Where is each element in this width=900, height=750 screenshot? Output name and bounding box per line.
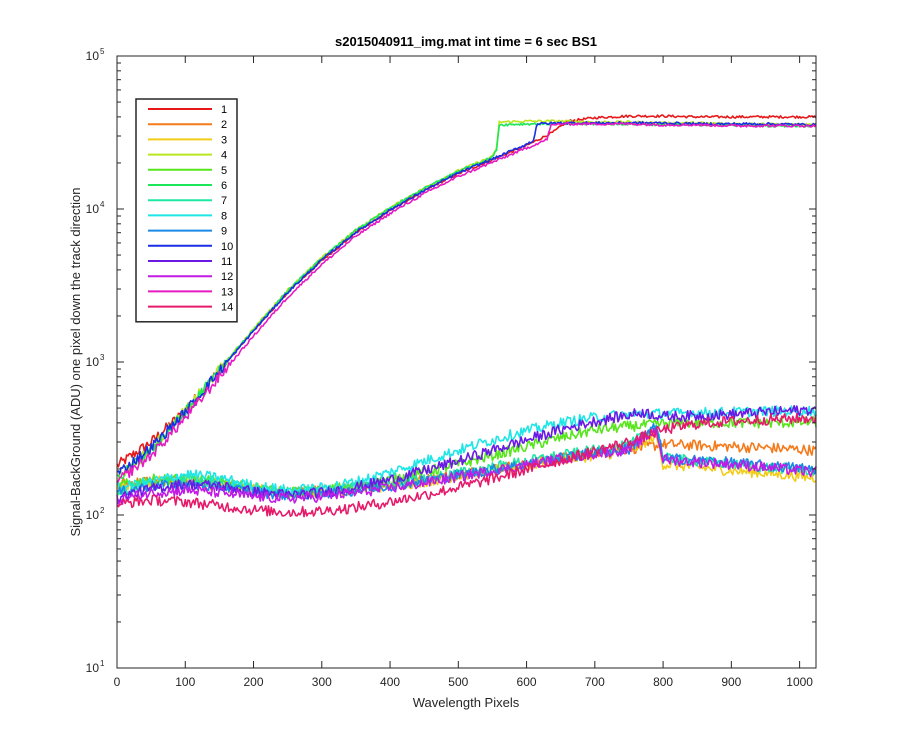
series-line-12 [116, 427, 817, 505]
legend-label-1: 1 [221, 104, 227, 116]
legend-label-7: 7 [221, 195, 227, 207]
series-line-13 [116, 121, 817, 484]
legend-label-4: 4 [221, 150, 227, 162]
x-tick-label: 200 [244, 675, 264, 689]
y-tick-label-exponent: 1 [100, 659, 105, 668]
x-axis-title: Wavelength Pixels [413, 695, 520, 710]
legend-label-8: 8 [221, 210, 227, 222]
legend-label-9: 9 [221, 226, 227, 238]
series-layer [116, 114, 817, 518]
legend-label-13: 13 [221, 286, 233, 298]
chart-title: s2015040911_img.mat int time = 6 sec BS1 [335, 34, 597, 49]
legend-label-10: 10 [221, 241, 233, 253]
legend-label-14: 14 [221, 302, 233, 314]
x-tick-label: 300 [312, 675, 332, 689]
series-line-11 [116, 405, 817, 503]
y-tick-label-exponent: 4 [100, 200, 105, 209]
legend-box [135, 98, 238, 323]
y-tick-label: 10 [86, 49, 100, 63]
y-tick-label-exponent: 3 [100, 353, 105, 362]
series-line-10 [116, 120, 817, 475]
series-line-14 [116, 412, 817, 518]
x-tick-label: 900 [721, 675, 741, 689]
y-tick-label: 10 [86, 661, 100, 675]
x-tick-label: 400 [380, 675, 400, 689]
y-tick-label-exponent: 2 [100, 506, 105, 515]
x-axis-ticks: 0 100 200 300 400 500 600 700 800 900 1000 [114, 56, 813, 689]
y-tick-label-exponent: 5 [100, 47, 105, 56]
y-tick-label: 10 [86, 355, 100, 369]
y-axis-title: Signal-BackGround (ADU) one pixel down t… [68, 187, 83, 536]
x-tick-label: 1000 [786, 675, 813, 689]
x-tick-label: 800 [653, 675, 673, 689]
x-tick-label: 700 [585, 675, 605, 689]
x-tick-label: 100 [175, 675, 195, 689]
legend-label-12: 12 [221, 271, 233, 283]
legend-label-2: 2 [221, 119, 227, 131]
x-tick-label: 500 [448, 675, 468, 689]
legend-label-11: 11 [221, 256, 232, 268]
x-tick-label: 0 [114, 675, 121, 689]
y-tick-label: 10 [86, 202, 100, 216]
x-tick-label: 600 [517, 675, 537, 689]
legend-label-5: 5 [221, 165, 227, 177]
y-tick-label: 10 [86, 508, 100, 522]
legend-label-6: 6 [221, 180, 227, 192]
legend-label-3: 3 [221, 134, 227, 146]
